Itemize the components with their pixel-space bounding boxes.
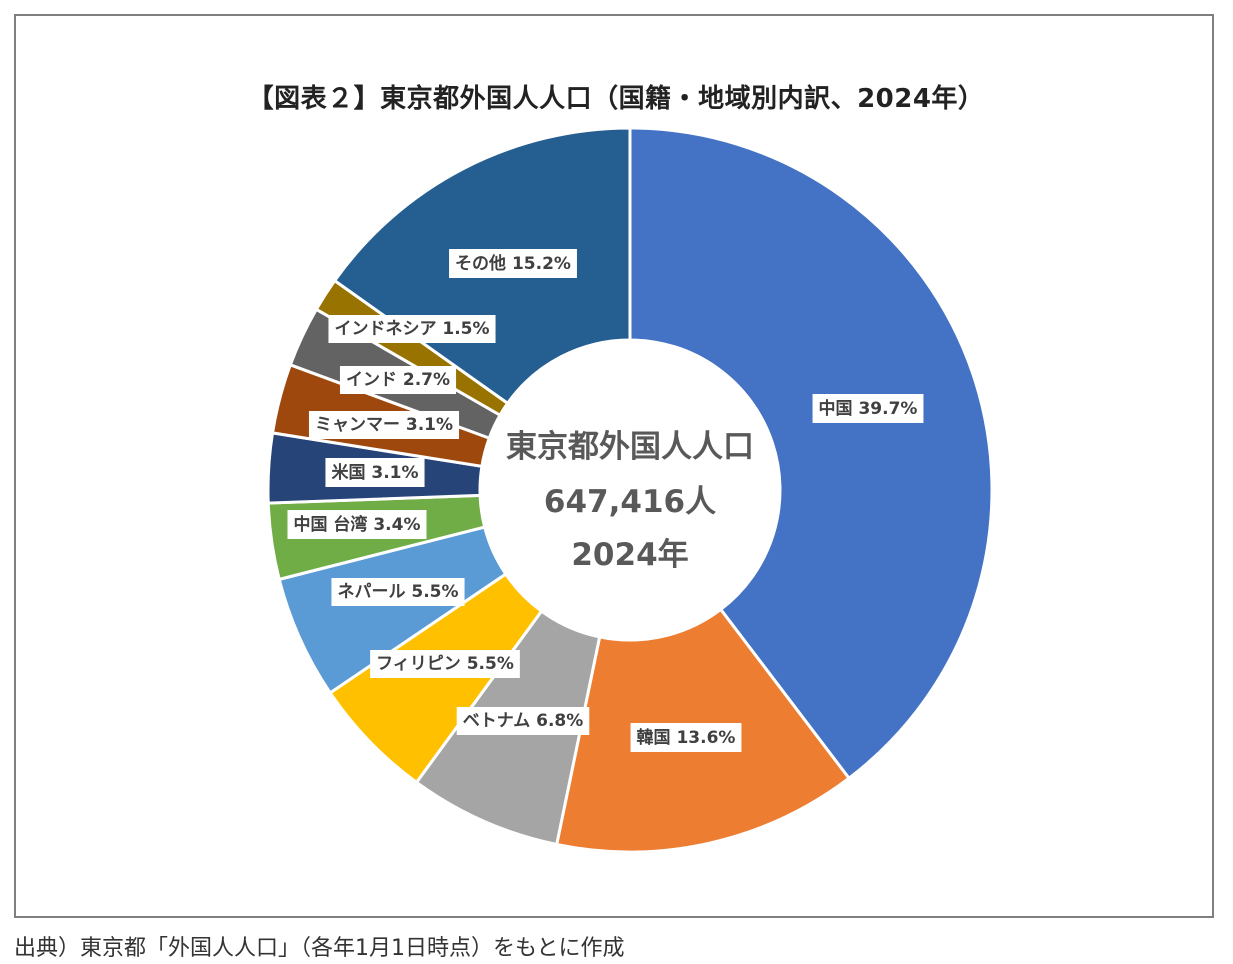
slice-label-5: ネパール 5.5% bbox=[331, 578, 465, 606]
slice-label-8: ミャンマー 3.1% bbox=[308, 411, 460, 439]
slice-label-text: その他 15.2% bbox=[455, 253, 571, 274]
slice-label-11: その他 15.2% bbox=[449, 249, 577, 278]
slice-label-box bbox=[370, 650, 520, 678]
slice-label-text: インド 2.7% bbox=[346, 370, 450, 390]
slice-label-text: ネパール 5.5% bbox=[337, 582, 458, 602]
slice-label-box bbox=[630, 723, 742, 752]
slice-label-box bbox=[331, 578, 465, 606]
slice-label-box bbox=[339, 366, 457, 394]
slice-labels: 中国 39.7% 韓国 13.6% ベトナム 6.8% フィリピン 5.5% ネパール … bbox=[287, 249, 924, 752]
slice-label-box bbox=[308, 411, 460, 439]
center-label-title: 東京都外国人人口 bbox=[506, 429, 754, 465]
slice-label-9: インド 2.7% bbox=[339, 366, 457, 394]
donut-slices bbox=[266, 126, 994, 854]
slice-label-box bbox=[328, 315, 496, 343]
slice-label-1: 中国 39.7% bbox=[812, 394, 924, 423]
slice-label-text: 米国 3.1% bbox=[331, 462, 418, 483]
slice-label-7: 米国 3.1% bbox=[325, 458, 425, 487]
slice-label-4: フィリピン 5.5% bbox=[370, 650, 520, 678]
slice-1 bbox=[628, 126, 994, 781]
slice-label-text: インドネシア 1.5% bbox=[334, 319, 489, 339]
slice-label-3: ベトナム 6.8% bbox=[456, 707, 590, 735]
source-note: 出典）東京都「外国人人口」（各年1月1日時点）をもとに作成 bbox=[14, 936, 625, 961]
slice-label-2: 韓国 13.6% bbox=[630, 723, 742, 752]
slice-label-text: ベトナム 6.8% bbox=[463, 711, 584, 731]
center-label-total: 647,416人 bbox=[544, 484, 716, 520]
center-label-year: 2024年 bbox=[571, 537, 688, 573]
chart-title: 【図表２】東京都外国人人口（国籍・地域別内訳、2024年） bbox=[247, 84, 985, 114]
slice-label-10: インドネシア 1.5% bbox=[328, 315, 496, 343]
slice-label-text: 韓国 13.6% bbox=[637, 727, 736, 748]
slice-label-6: 中国 台湾 3.4% bbox=[287, 510, 427, 539]
slice-label-box bbox=[287, 510, 427, 539]
slice-label-box bbox=[449, 249, 577, 278]
slice-label-box bbox=[456, 707, 590, 735]
slice-label-text: フィリピン 5.5% bbox=[376, 654, 514, 674]
slice-label-text: ミャンマー 3.1% bbox=[315, 415, 453, 435]
center-label: 東京都外国人人口 647,416人 2024年 bbox=[506, 429, 754, 573]
slice-label-text: 中国 39.7% bbox=[819, 398, 918, 419]
slice-label-text: 中国 台湾 3.4% bbox=[294, 514, 421, 535]
slice-label-box bbox=[812, 394, 924, 423]
slice-label-box bbox=[325, 458, 425, 487]
